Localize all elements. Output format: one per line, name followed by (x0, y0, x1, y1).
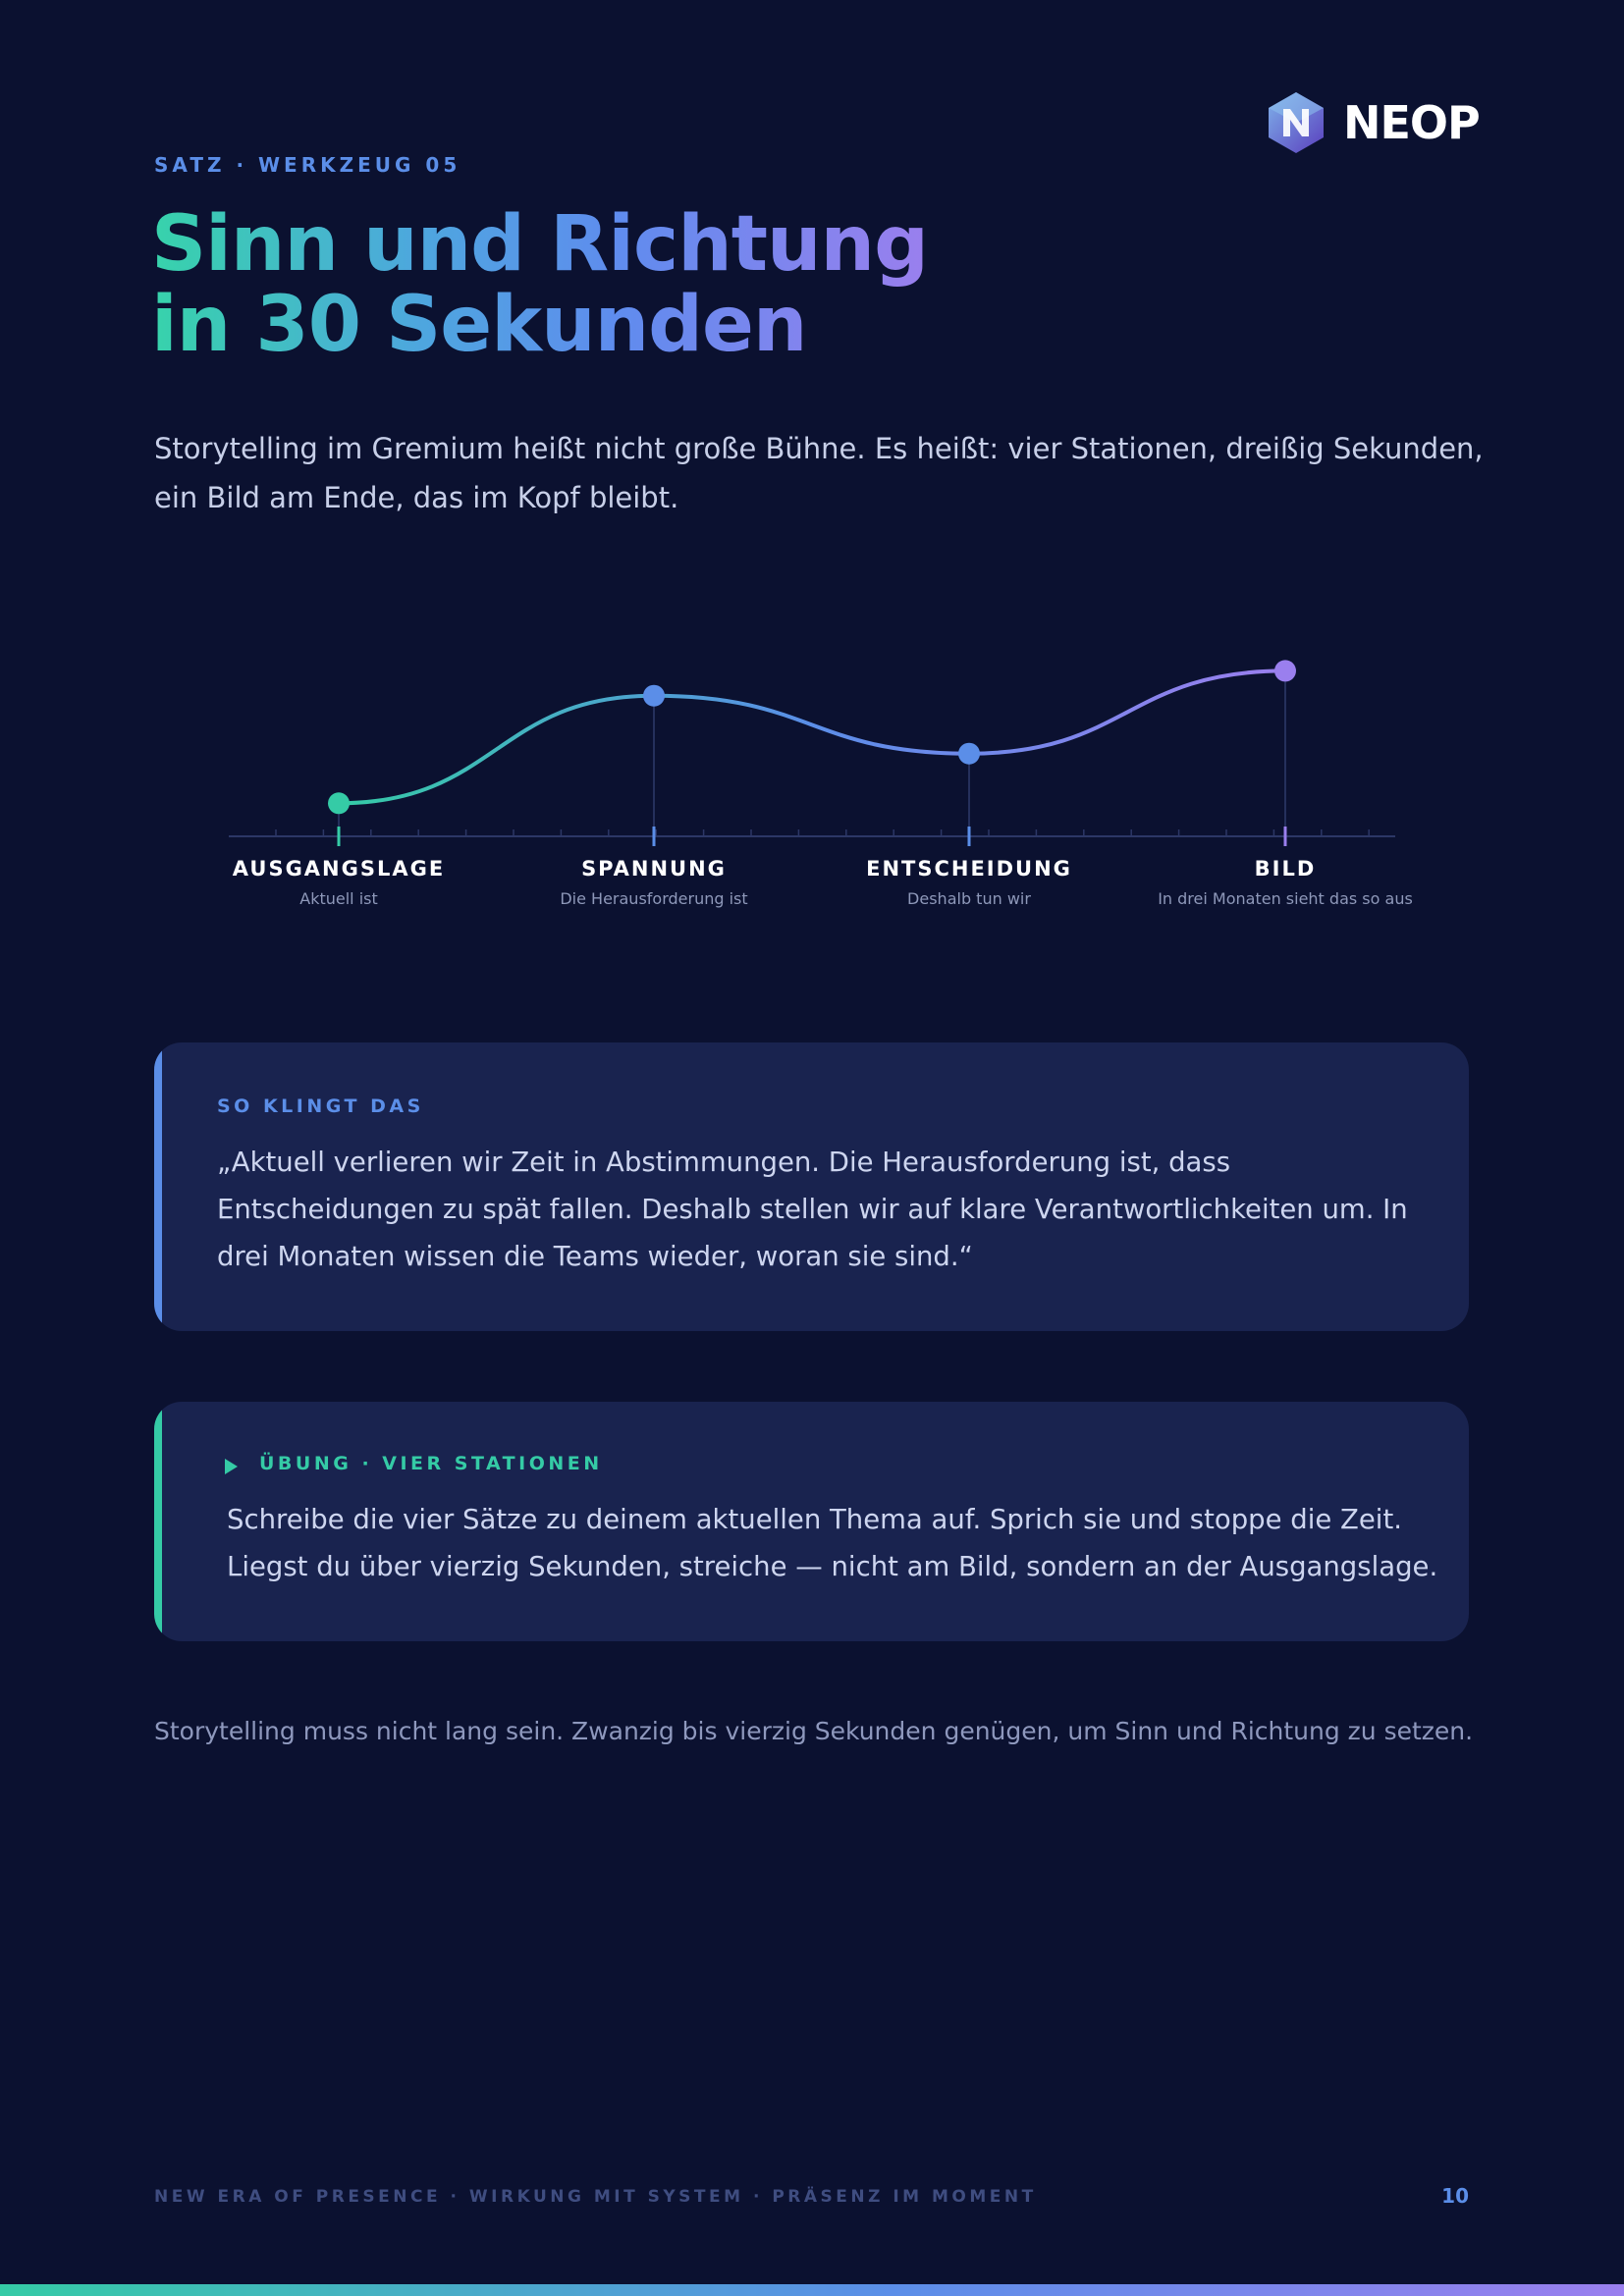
brand-logo: NEOP (1265, 90, 1481, 155)
station-sublabel: In drei Monaten sieht das so aus (1158, 889, 1413, 908)
station-sublabel: Die Herausforderung ist (560, 889, 747, 908)
exercise-heading: ÜBUNG · VIER STATIONEN (259, 1453, 603, 1474)
station-label: AUSGANGSLAGE (233, 857, 445, 881)
story-arc-line (337, 668, 1287, 806)
station-label: SPANNUNG (581, 857, 727, 881)
exercise-accent-bar (154, 1402, 162, 1641)
station-point (643, 684, 665, 707)
footer-tagline: NEW ERA OF PRESENCE · WIRKUNG MIT SYSTEM… (154, 2187, 1037, 2207)
hexagon-n-logo-icon (1269, 92, 1324, 153)
intro-paragraph: Storytelling im Gremium heißt nicht groß… (154, 432, 1484, 514)
brand-name: NEOP (1343, 96, 1481, 149)
example-heading: SO KLINGT DAS (217, 1095, 424, 1117)
exercise-card: ÜBUNG · VIER STATIONEN Schreibe die vier… (154, 1402, 1469, 1641)
exercise-text: Schreibe die vier Sätze zu deinem aktuel… (227, 1504, 1438, 1582)
example-quote: „Aktuell verlieren wir Zeit in Abstimmun… (217, 1147, 1408, 1272)
story-arc-chart: AUSGANGSLAGE Aktuell ist SPANNUNG Die Herau… (229, 660, 1413, 908)
example-accent-bar (154, 1042, 162, 1331)
closing-note: Storytelling muss nicht lang sein. Zwanz… (154, 1717, 1474, 1745)
page-title: Sinn und Richtung in 30 Sekunden (151, 204, 928, 365)
station-sublabel: Deshalb tun wir (907, 889, 1031, 908)
station-point (958, 742, 980, 765)
station-point (1274, 660, 1296, 682)
example-card: SO KLINGT DAS „Aktuell verlieren wir Zei… (154, 1042, 1469, 1331)
station-point (328, 792, 350, 815)
page-number: 10 (1441, 2184, 1469, 2208)
eyebrow-label: SATZ · WERKZEUG 05 (154, 153, 461, 177)
station-label: BILD (1255, 857, 1317, 881)
bottom-gradient-bar (0, 2284, 1624, 2296)
station-sublabel: Aktuell ist (299, 889, 378, 908)
station-label: ENTSCHEIDUNG (866, 857, 1072, 881)
title-line-1: Sinn und Richtung (151, 200, 928, 289)
title-line-2: in 30 Sekunden (151, 281, 807, 369)
play-triangle-icon (225, 1459, 238, 1474)
